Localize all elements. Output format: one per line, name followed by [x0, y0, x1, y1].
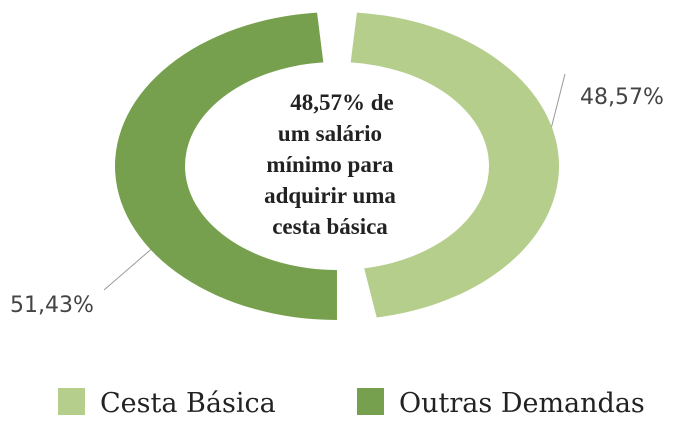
value-label: 51,43% — [10, 293, 94, 318]
legend-label: Cesta Básica — [100, 388, 276, 419]
center-text: cesta básica — [272, 214, 388, 239]
legend-label: Outras Demandas — [399, 388, 645, 419]
legend-swatch — [357, 388, 384, 415]
center-text: mínimo para — [266, 152, 394, 177]
center-text: adquirir uma — [264, 183, 396, 208]
center-text: 48,57% de — [290, 90, 394, 115]
value-label: 48,57% — [580, 85, 664, 110]
donut-slice — [350, 12, 560, 318]
center-text: um salário — [278, 121, 382, 146]
legend-swatch — [58, 388, 85, 415]
donut-slice — [115, 12, 337, 320]
